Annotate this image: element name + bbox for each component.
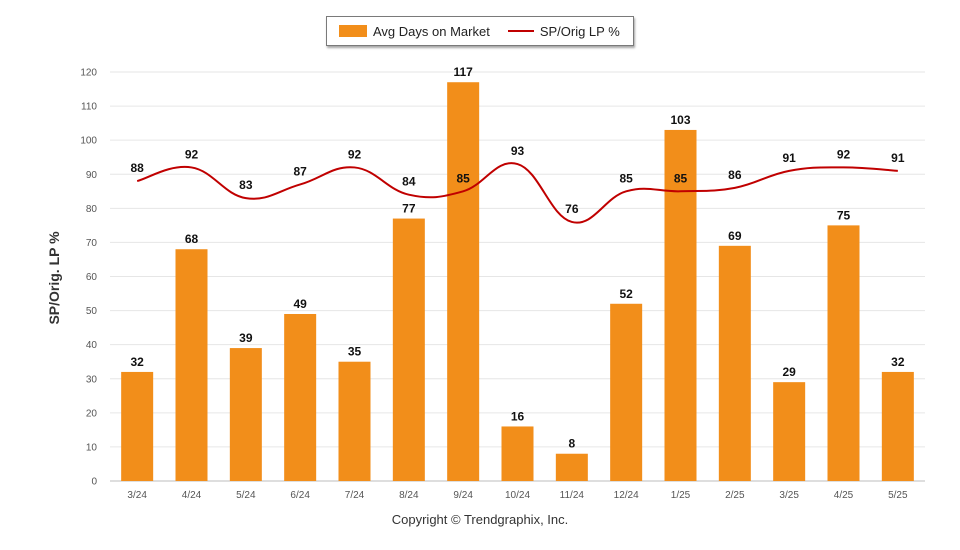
legend-line-label: SP/Orig LP %: [539, 23, 620, 39]
x-tick-label: 3/25: [779, 490, 799, 501]
line-value-label: 85: [619, 171, 633, 185]
y-tick-label: 120: [80, 68, 97, 79]
bar-value-label: 16: [511, 409, 525, 423]
line-series: [136, 162, 898, 224]
y-tick-label: 70: [86, 238, 98, 249]
line-value-label: 85: [674, 171, 688, 185]
line-path: [136, 162, 898, 224]
bar: [610, 303, 643, 481]
x-tick-label: 4/25: [834, 490, 854, 501]
y-tick-label: 0: [91, 477, 97, 488]
line-value-label: 92: [348, 147, 362, 161]
bar-value-labels: 32 68 39 49 35 77 117 16 8 52 103 69 29 75 32: [130, 65, 904, 451]
bar-value-label: 8: [568, 437, 575, 451]
bar-series: [121, 82, 914, 482]
line-value-label: 91: [891, 151, 905, 165]
x-tick-label: 10/24: [505, 490, 530, 501]
line-value-label: 84: [402, 175, 416, 189]
legend-bar-label: Avg Days on Market: [373, 23, 490, 39]
bar-value-label: 49: [293, 297, 307, 311]
line-value-label: 76: [565, 202, 579, 216]
bar-value-label: 32: [130, 355, 144, 369]
y-tick-label: 50: [86, 306, 98, 317]
bar-value-label: 35: [348, 345, 362, 359]
bar-value-label: 52: [619, 287, 633, 301]
y-tick-label: 20: [86, 408, 98, 419]
line-value-label: 85: [456, 171, 470, 185]
line-value-labels: 88 92 83 87 92 84 85 93 76 85 85 86 91 92 91: [130, 144, 904, 216]
x-tick-label: 11/24: [560, 490, 585, 501]
bar: [121, 371, 154, 481]
x-tick-label: 9/24: [453, 490, 473, 501]
bar: [338, 361, 371, 481]
line-value-label: 87: [293, 164, 307, 178]
copyright-text: Copyright © Trendgraphix, Inc.: [391, 512, 569, 527]
bar: [718, 245, 751, 481]
bar: [229, 348, 262, 481]
x-tick-label: 2/25: [725, 490, 745, 501]
y-tick-label: 100: [80, 136, 97, 147]
y-tick-label: 60: [86, 272, 98, 283]
line-value-label: 91: [782, 151, 796, 165]
bar: [284, 313, 317, 481]
x-tick-label: 5/24: [236, 490, 256, 501]
bar: [392, 218, 425, 481]
legend-line-swatch: [507, 30, 534, 32]
y-tick-label: 10: [86, 442, 98, 453]
bar: [827, 225, 860, 481]
line-value-label: 83: [239, 178, 253, 192]
y-tick-label: 30: [86, 374, 98, 385]
bar: [773, 382, 806, 481]
line-value-label: 93: [511, 144, 525, 158]
bar-value-label: 39: [239, 331, 253, 345]
bar: [664, 129, 697, 482]
y-tick-label: 40: [86, 340, 98, 351]
bar: [881, 371, 914, 481]
x-tick-label: 3/24: [127, 490, 147, 501]
bar: [175, 249, 208, 481]
x-tick-label: 5/25: [888, 490, 908, 501]
line-value-label: 92: [185, 147, 199, 161]
bar-value-label: 69: [728, 229, 742, 243]
line-value-label: 88: [130, 161, 144, 175]
bar-value-label: 32: [891, 355, 905, 369]
line-value-label: 86: [728, 168, 742, 182]
bar-value-label: 117: [453, 65, 473, 79]
bar: [501, 426, 534, 481]
line-value-label: 92: [837, 147, 851, 161]
bar-value-label: 103: [670, 113, 690, 127]
y-tick-label: 110: [81, 102, 97, 113]
bar: [555, 453, 588, 481]
bar: [447, 82, 480, 481]
bar-value-label: 77: [402, 202, 416, 216]
x-tick-label: 7/24: [345, 490, 365, 501]
legend-bar-swatch: [339, 25, 367, 37]
x-tick-label: 1/25: [671, 490, 691, 501]
x-tick-label: 4/24: [182, 490, 202, 501]
x-tick-label: 8/24: [399, 490, 419, 501]
y-axis-label: SP/Orig. LP %: [46, 231, 62, 325]
bar-value-label: 68: [185, 232, 199, 246]
bar-value-label: 75: [837, 208, 851, 222]
bar-value-label: 29: [782, 365, 796, 379]
y-tick-label: 90: [86, 170, 98, 181]
x-tick-label: 12/24: [614, 490, 639, 501]
y-tick-label: 80: [86, 204, 98, 215]
legend: Avg Days on Market SP/Orig LP %: [326, 16, 634, 46]
x-tick-label: 6/24: [290, 490, 310, 501]
